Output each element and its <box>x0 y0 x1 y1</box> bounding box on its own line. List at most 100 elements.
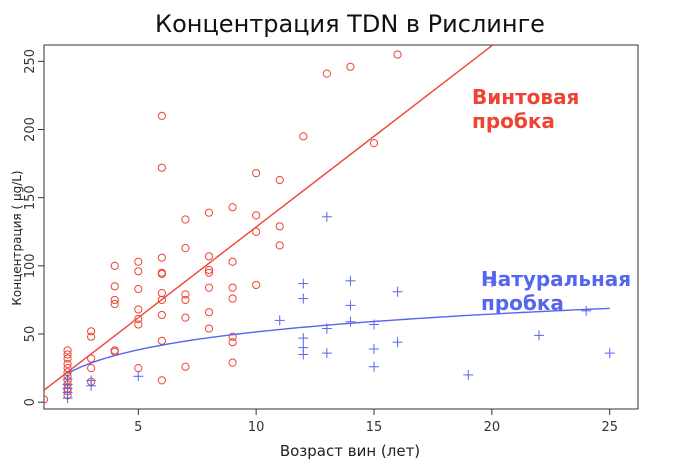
data-point <box>604 348 615 359</box>
data-point <box>274 315 285 326</box>
y-tick-label: 250 <box>23 49 38 74</box>
data-point <box>134 364 143 373</box>
data-point <box>63 364 72 373</box>
data-point <box>110 282 119 291</box>
data-point <box>346 62 355 71</box>
data-point <box>345 316 356 327</box>
series-label-natural-cork: Натуральная пробка <box>481 267 631 315</box>
data-point <box>252 280 261 290</box>
data-point <box>392 337 403 348</box>
data-point <box>134 284 143 294</box>
data-point <box>181 244 190 253</box>
data-point <box>157 163 166 172</box>
data-point <box>369 319 379 330</box>
series-label-line: пробка <box>481 291 564 315</box>
data-point <box>157 253 166 262</box>
data-point <box>110 261 119 270</box>
data-point <box>275 175 284 185</box>
data-point <box>134 320 143 329</box>
data-point <box>204 268 214 277</box>
data-point <box>393 50 402 59</box>
data-point <box>463 369 474 380</box>
data-point <box>86 375 97 386</box>
data-point <box>345 275 356 286</box>
data-point <box>228 338 237 347</box>
data-point <box>157 268 166 277</box>
data-point <box>87 332 96 341</box>
data-point <box>63 354 72 363</box>
data-point <box>322 69 331 78</box>
data-point <box>299 132 308 141</box>
x-tick-label: 5 <box>134 420 142 435</box>
data-point <box>134 314 143 324</box>
data-point <box>228 332 237 341</box>
data-point <box>321 323 332 334</box>
y-tick-label: 200 <box>23 117 38 142</box>
data-point <box>252 227 261 236</box>
data-point <box>298 293 309 304</box>
data-point <box>110 346 119 355</box>
data-point <box>157 376 166 385</box>
data-point <box>228 203 237 212</box>
data-point <box>298 342 309 353</box>
data-point <box>486 277 497 288</box>
data-point <box>134 267 143 276</box>
x-axis-label: Возраст вин (лет) <box>280 442 420 460</box>
data-point <box>63 346 72 355</box>
data-point <box>534 330 544 341</box>
y-tick-label: 0 <box>23 398 38 406</box>
x-tick-label: 25 <box>601 420 618 435</box>
data-point <box>133 371 144 382</box>
data-point <box>44 395 49 404</box>
data-point <box>181 313 190 322</box>
data-point <box>228 294 237 303</box>
plot-frame <box>43 44 639 410</box>
data-point <box>345 300 356 311</box>
chart-title: Концентрация TDN в Рислинге <box>155 10 545 38</box>
data-point <box>581 305 592 316</box>
data-point <box>134 257 143 266</box>
data-point <box>204 308 214 317</box>
data-point <box>157 111 166 120</box>
x-tick-label: 10 <box>248 420 265 435</box>
data-point <box>63 359 72 369</box>
data-point <box>181 215 190 224</box>
data-point <box>252 169 261 178</box>
data-point <box>369 344 379 355</box>
series-screwcap <box>44 45 494 404</box>
data-point <box>228 283 237 292</box>
data-point <box>369 361 379 372</box>
series-label-line: пробка <box>472 109 555 133</box>
y-tick-label: 50 <box>23 326 38 343</box>
data-point <box>204 265 214 275</box>
y-axis-label: Концентрация ( μg/L) <box>10 170 24 305</box>
trend-line-screwcap <box>44 45 494 391</box>
data-point <box>298 278 309 289</box>
data-point <box>110 295 119 305</box>
trend-line-natural-cork <box>67 307 610 375</box>
data-point <box>62 374 73 385</box>
data-point <box>204 283 214 292</box>
series-natural-cork <box>62 211 615 404</box>
x-tick-label: 15 <box>366 420 383 435</box>
data-point <box>252 211 261 220</box>
data-point <box>87 364 96 373</box>
y-tick-label: 100 <box>23 253 38 278</box>
series-label-line: Винтовая <box>472 85 579 109</box>
plot-content <box>44 45 615 404</box>
data-point <box>181 290 190 299</box>
data-point <box>275 241 284 250</box>
series-label-line: Натуральная <box>481 267 631 291</box>
y-tick-label: 150 <box>23 185 38 210</box>
data-point <box>321 211 332 222</box>
data-point <box>157 310 166 320</box>
data-point <box>87 354 96 363</box>
data-point <box>369 139 379 148</box>
data-point <box>275 222 284 231</box>
data-point <box>87 327 96 336</box>
data-point <box>321 348 332 359</box>
x-tick-label: 20 <box>484 420 501 435</box>
data-point <box>63 350 72 359</box>
